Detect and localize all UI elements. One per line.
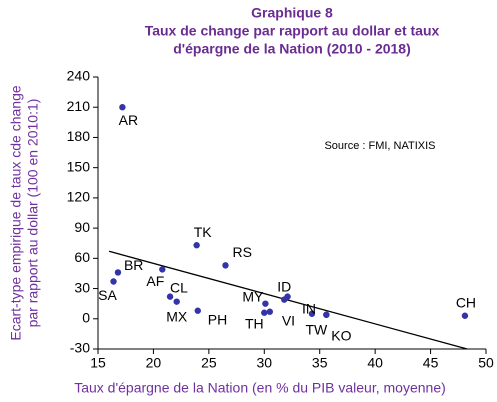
point: [284, 293, 291, 300]
point-label: BR: [124, 257, 143, 273]
point: [461, 312, 469, 319]
point-label: MY: [242, 288, 264, 304]
chart-title: Graphique 8: [251, 5, 333, 21]
point-label: SA: [98, 287, 117, 303]
point-label: CH: [456, 294, 476, 310]
point: [266, 308, 274, 315]
y-tick-label: 150: [67, 158, 91, 174]
point-label: KO: [331, 327, 351, 343]
y-tick-label: 90: [74, 219, 90, 235]
point-label: TW: [305, 321, 328, 337]
point-label: PH: [208, 311, 227, 327]
chart-title: Taux de change par rapport au dollar et …: [145, 23, 440, 39]
y-tick-label: 210: [67, 98, 91, 114]
y-tick-label: 240: [67, 68, 91, 84]
point-label: AR: [119, 112, 138, 128]
y-tick-label: 120: [67, 189, 91, 205]
annotation: Source : FMI, NATIXIS: [324, 140, 435, 152]
point-label: RS: [232, 244, 251, 260]
x-tick-label: 50: [478, 355, 494, 371]
x-tick-label: 30: [256, 355, 272, 371]
x-tick-label: 20: [146, 355, 162, 371]
point: [222, 262, 229, 269]
y-tick-label: -30: [70, 340, 90, 356]
y-tick-label: 180: [67, 128, 91, 144]
point: [173, 298, 180, 305]
x-tick-label: 25: [201, 355, 217, 371]
y-axis-label: par rapport au dollar (100 en 2010:1): [25, 99, 41, 328]
point-label: ID: [277, 278, 291, 294]
point-label: CL: [170, 279, 188, 295]
point: [114, 269, 122, 276]
point: [166, 293, 174, 300]
point-label: TK: [194, 224, 213, 240]
x-tick-label: 40: [367, 355, 383, 371]
point-label: IN: [302, 300, 316, 316]
y-tick-label: 30: [74, 279, 90, 295]
point: [323, 311, 330, 318]
point-label: AF: [146, 273, 164, 289]
point: [194, 307, 201, 314]
point-label: VI: [282, 312, 295, 328]
x-tick-label: 35: [312, 355, 328, 371]
point: [261, 309, 268, 316]
point-label: TH: [245, 315, 264, 331]
x-tick-label: 15: [90, 355, 106, 371]
point: [193, 242, 200, 249]
y-axis-label: Ecart-type empirique de taux cde change: [8, 85, 24, 340]
point: [119, 104, 126, 111]
point: [262, 300, 269, 307]
point: [159, 266, 166, 273]
x-tick-label: 45: [423, 355, 439, 371]
chart-title: d'épargne de la Nation (2010 - 2018): [173, 41, 411, 57]
trendline: [108, 250, 468, 350]
point-label: MX: [166, 308, 188, 324]
x-axis-label: Taux d'épargne de la Nation (en % du PIB…: [74, 380, 446, 396]
point: [110, 278, 117, 285]
y-tick-label: 0: [82, 309, 90, 325]
y-tick-label: 60: [74, 249, 90, 265]
point: [308, 310, 316, 317]
